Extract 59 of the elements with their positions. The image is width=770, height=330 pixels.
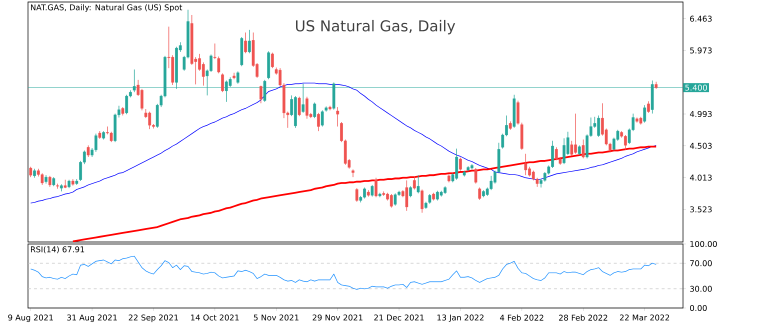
candlestick: [244, 32, 247, 54]
candlestick: [221, 73, 224, 93]
candlestick: [597, 115, 600, 138]
candlestick: [394, 193, 397, 206]
candlestick: [56, 183, 59, 190]
candlestick: [409, 186, 412, 198]
candlestick: [455, 148, 458, 180]
candlestick: [374, 177, 378, 198]
candlestick: [317, 112, 320, 132]
candlestick: [213, 43, 216, 60]
candlestick: [86, 145, 90, 158]
candlestick: [643, 104, 646, 123]
candlestick: [217, 56, 220, 74]
candlestick: [29, 166, 32, 178]
candlestick: [355, 188, 358, 202]
candlestick: [420, 189, 424, 214]
candlestick: [148, 111, 152, 130]
candlestick: [125, 94, 128, 115]
candlestick: [236, 71, 240, 84]
candlestick: [459, 157, 462, 171]
candlestick: [33, 168, 36, 178]
candlestick: [306, 96, 308, 120]
candlestick: [370, 184, 374, 197]
candlestick: [363, 187, 366, 199]
candlestick: [405, 180, 408, 212]
candlestick: [532, 170, 535, 181]
candlestick: [528, 166, 531, 177]
candlestick: [320, 110, 324, 127]
candlestick: [202, 62, 205, 86]
candlestick: [210, 54, 212, 72]
candlestick: [436, 190, 439, 201]
candlestick: [352, 169, 354, 178]
candlestick: [574, 113, 577, 154]
candlestick: [524, 153, 528, 176]
candlestick: [48, 175, 52, 188]
candlestick: [313, 102, 316, 118]
candlestick: [40, 172, 44, 186]
candlestick: [416, 174, 420, 194]
candlestick: [271, 52, 274, 69]
candlestick: [298, 96, 301, 117]
candlestick: [562, 138, 566, 165]
candlestick: [516, 100, 520, 125]
text: US Natural Gas, Daily: [296, 20, 456, 34]
candlestick: [554, 146, 558, 161]
candlestick: [94, 133, 98, 152]
candlestick: [260, 85, 262, 104]
candlestick: [390, 194, 393, 208]
candlestick: [578, 145, 581, 156]
candlestick: [52, 176, 56, 187]
candlestick: [582, 139, 585, 159]
candlestick: [336, 106, 340, 127]
candlestick: [478, 187, 482, 200]
candlestick: [520, 122, 524, 150]
candlestick: [248, 30, 251, 54]
candlestick: [647, 100, 650, 114]
candlestick: [412, 176, 416, 190]
candlestick: [624, 134, 627, 150]
candlestick: [474, 168, 478, 184]
candlestick: [140, 88, 144, 111]
